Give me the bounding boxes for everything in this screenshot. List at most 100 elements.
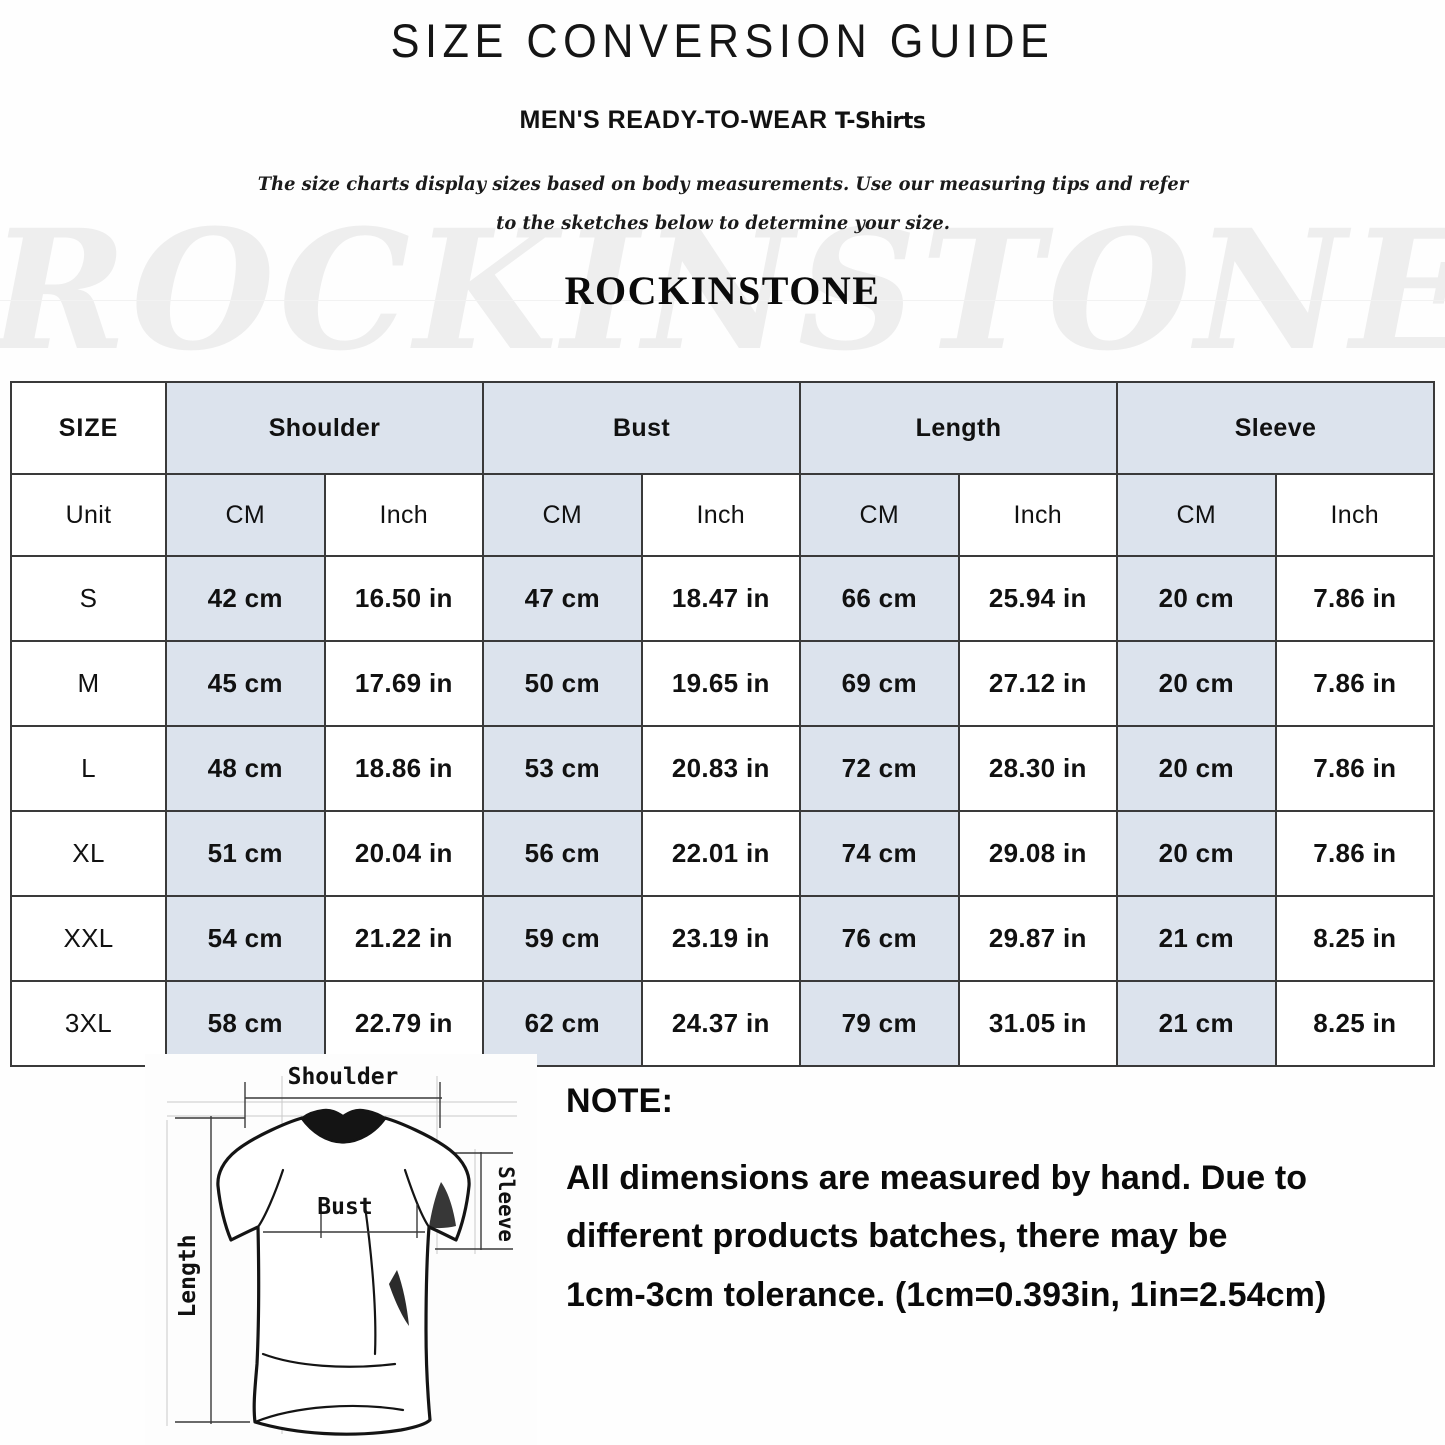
cell-length-inch: 27.12 in — [957, 640, 1119, 727]
cell-sleeve-inch: 8.25 in — [1274, 980, 1436, 1067]
header-group-sleeve: Sleeve — [1116, 381, 1436, 475]
table-row: M 45 cm 17.69 in 50 cm 19.65 in 69 cm 27… — [10, 640, 1436, 727]
cell-sleeve-inch: 8.25 in — [1274, 895, 1436, 982]
diagram-label-bust: Bust — [317, 1194, 372, 1220]
cell-shoulder-cm: 45 cm — [165, 640, 326, 727]
table-row: L 48 cm 18.86 in 53 cm 20.83 in 72 cm 28… — [10, 725, 1436, 812]
tshirt-fold-lines — [253, 1168, 431, 1424]
shoulder-dimension-line — [244, 1082, 442, 1128]
tshirt-outline — [216, 1116, 471, 1436]
cell-length-inch: 31.05 in — [957, 980, 1119, 1067]
header-unit-bust-cm: CM — [482, 473, 643, 557]
cell-shoulder-inch: 17.69 in — [323, 640, 485, 727]
cell-shoulder-inch: 16.50 in — [323, 555, 485, 642]
cell-bust-inch: 23.19 in — [640, 895, 802, 982]
row-size: 3XL — [10, 980, 167, 1067]
table-row: XXL 54 cm 21.22 in 59 cm 23.19 in 76 cm … — [10, 895, 1436, 982]
note-block: NOTE: All dimensions are measured by han… — [566, 1082, 1436, 1324]
row-size: XL — [10, 810, 167, 897]
diagram-label-sleeve: Sleeve — [494, 1166, 518, 1242]
tshirt-measurement-diagram: Shoulder Length Sleeve — [145, 1054, 537, 1445]
header-group-shoulder: Shoulder — [164, 381, 485, 475]
cell-length-inch: 29.08 in — [957, 810, 1119, 897]
cell-sleeve-inch: 7.86 in — [1274, 640, 1436, 727]
description: The size charts display sizes based on b… — [248, 135, 1197, 243]
header-unit-label: Unit — [10, 473, 167, 557]
subtitle-main: MEN'S READY-TO-WEAR — [519, 106, 828, 135]
cell-sleeve-cm: 20 cm — [1116, 555, 1277, 642]
subtitle-item: T-Shirts — [835, 109, 926, 135]
table-row: 3XL 58 cm 22.79 in 62 cm 24.37 in 79 cm … — [10, 980, 1436, 1067]
watermark-hairline — [0, 300, 1445, 301]
cell-length-inch: 29.87 in — [957, 895, 1119, 982]
cell-length-cm: 66 cm — [799, 555, 960, 642]
note-title: NOTE: — [566, 1082, 674, 1120]
header-unit-length-cm: CM — [799, 473, 960, 557]
cell-sleeve-inch: 7.86 in — [1274, 555, 1436, 642]
row-size: M — [10, 640, 167, 727]
description-line-1: The size charts display sizes based on b… — [257, 173, 1188, 234]
description-line-2: below to determine your size. — [654, 211, 950, 234]
note-line-1: All dimensions are measured by hand. Due… — [566, 1159, 1308, 1197]
table-row: XL 51 cm 20.04 in 56 cm 22.01 in 74 cm 2… — [10, 810, 1436, 897]
cell-bust-inch: 20.83 in — [640, 725, 802, 812]
cell-bust-inch: 22.01 in — [640, 810, 802, 897]
cell-shoulder-inch: 18.86 in — [323, 725, 485, 812]
header-unit-bust-inch: Inch — [640, 473, 802, 557]
header-unit-shoulder-inch: Inch — [323, 473, 485, 557]
header-size: SIZE — [10, 381, 167, 475]
cell-sleeve-cm: 20 cm — [1116, 810, 1277, 897]
note-line-2: different products batches, there may be — [566, 1217, 1228, 1256]
cell-length-inch: 25.94 in — [957, 555, 1119, 642]
page-subtitle: MEN'S READY-TO-WEAR T-Shirts — [0, 68, 1445, 135]
cell-shoulder-cm: 54 cm — [165, 895, 326, 982]
row-size: L — [10, 725, 167, 812]
cell-bust-inch: 18.47 in — [640, 555, 802, 642]
cell-bust-cm: 62 cm — [482, 980, 643, 1067]
cell-sleeve-cm: 20 cm — [1116, 640, 1277, 727]
cell-length-cm: 72 cm — [799, 725, 960, 812]
cell-length-cm: 69 cm — [799, 640, 960, 727]
header-unit-sleeve-cm: CM — [1116, 473, 1277, 557]
table-body: S 42 cm 16.50 in 47 cm 18.47 in 66 cm 25… — [10, 555, 1436, 1067]
cell-bust-cm: 47 cm — [482, 555, 643, 642]
table-group-header-row: SIZE Shoulder Bust Length Sleeve — [10, 381, 1436, 475]
cell-length-inch: 28.30 in — [957, 725, 1119, 812]
cell-length-cm: 76 cm — [799, 895, 960, 982]
header: SIZE CONVERSION GUIDE MEN'S READY-TO-WEA… — [0, 0, 1445, 314]
bottom-section: Shoulder Length Sleeve — [0, 1046, 1445, 1445]
cell-sleeve-inch: 7.86 in — [1274, 725, 1436, 812]
cell-sleeve-cm: 20 cm — [1116, 725, 1277, 812]
size-conversion-table: SIZE Shoulder Bust Length Sleeve Unit CM… — [10, 381, 1436, 1067]
cell-bust-inch: 24.37 in — [640, 980, 802, 1067]
note-line-3: 1cm-3cm tolerance. (1cm=0.393in, 1in=2.5… — [566, 1275, 1327, 1314]
cell-shoulder-cm: 42 cm — [165, 555, 326, 642]
cell-bust-cm: 56 cm — [482, 810, 643, 897]
cell-shoulder-cm: 48 cm — [165, 725, 326, 812]
header-group-bust: Bust — [482, 381, 802, 475]
brand-name: ROCKINSTONE — [564, 267, 881, 313]
cell-bust-inch: 19.65 in — [640, 640, 802, 727]
cell-sleeve-cm: 21 cm — [1116, 980, 1277, 1067]
header-unit-sleeve-inch: Inch — [1274, 473, 1436, 557]
length-dimension-line — [175, 1116, 250, 1424]
row-size: XXL — [10, 895, 167, 982]
header-unit-shoulder-cm: CM — [165, 473, 326, 557]
cell-bust-cm: 50 cm — [482, 640, 643, 727]
cell-length-cm: 79 cm — [799, 980, 960, 1067]
header-group-length: Length — [799, 381, 1119, 475]
cell-sleeve-cm: 21 cm — [1116, 895, 1277, 982]
cell-shoulder-cm: 51 cm — [165, 810, 326, 897]
size-table-container: SIZE Shoulder Bust Length Sleeve Unit CM… — [10, 381, 1436, 1067]
table-row: S 42 cm 16.50 in 47 cm 18.47 in 66 cm 25… — [10, 555, 1436, 642]
bust-dimension-line — [263, 1204, 425, 1238]
diagram-label-length: Length — [175, 1234, 201, 1317]
cell-sleeve-inch: 7.86 in — [1274, 810, 1436, 897]
tshirt-shading — [389, 1182, 456, 1326]
cell-shoulder-cm: 58 cm — [165, 980, 326, 1067]
cell-bust-cm: 59 cm — [482, 895, 643, 982]
cell-length-cm: 74 cm — [799, 810, 960, 897]
table-unit-header-row: Unit CM Inch CM Inch CM Inch CM Inch — [10, 473, 1436, 557]
cell-shoulder-inch: 22.79 in — [323, 980, 485, 1067]
